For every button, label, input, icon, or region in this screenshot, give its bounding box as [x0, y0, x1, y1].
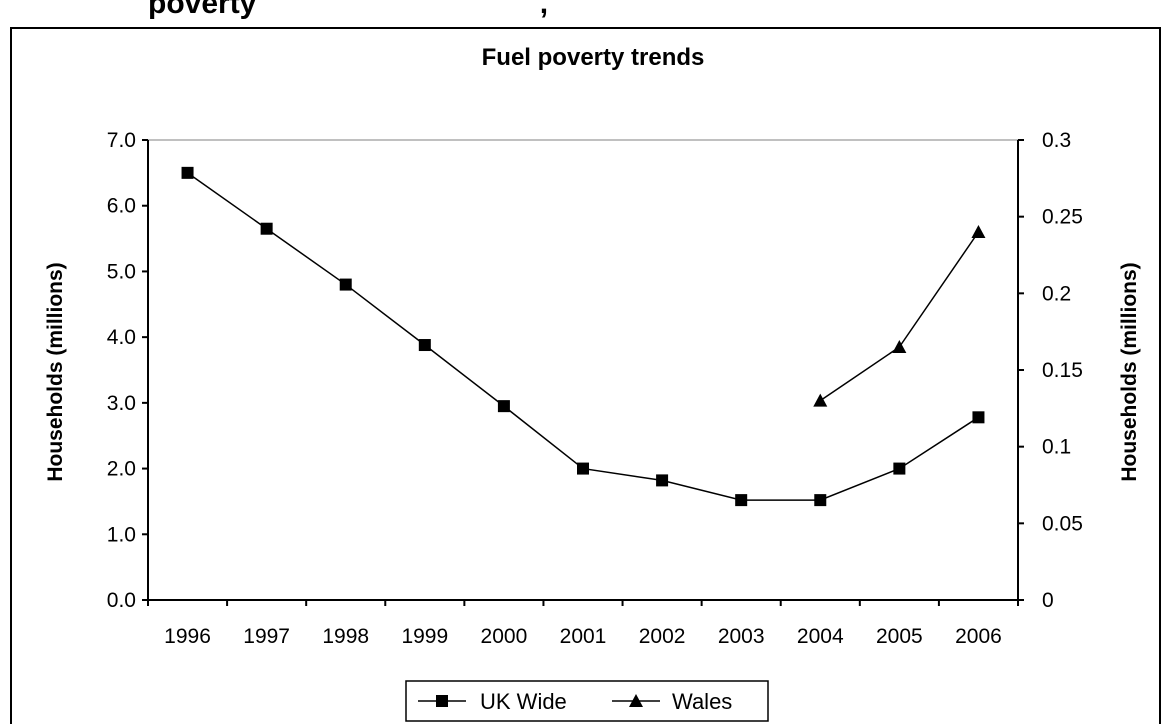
data-point-wales	[892, 340, 907, 353]
y-right-ticks: 0 0.05 0.1 0.15 0.2 0.25 0.3	[1018, 129, 1083, 612]
y-right-tick-label: 0.15	[1042, 359, 1083, 382]
x-tick-label: 1998	[322, 625, 369, 648]
chart-title: Fuel poverty trends	[482, 44, 705, 71]
y-right-tick-label: 0.3	[1042, 129, 1071, 152]
y-right-axis-title: Households (millions)	[1118, 262, 1141, 481]
x-tick-label: 2004	[797, 625, 844, 648]
series-line-uk-wide	[187, 172, 979, 501]
y-left-axis-title: Households (millions)	[44, 262, 67, 481]
legend-wales-label: Wales	[672, 689, 732, 714]
x-tick-label: 2000	[481, 625, 528, 648]
data-point-wales	[971, 225, 986, 238]
y-left-tick-label: 4.0	[107, 326, 136, 349]
data-point-uk-wide	[339, 278, 352, 291]
x-tick-label: 2003	[718, 625, 765, 648]
y-right-tick-label: 0.1	[1042, 436, 1071, 459]
x-tick-label: 1997	[243, 625, 290, 648]
series-line-wales	[819, 231, 980, 402]
series-lines	[187, 172, 980, 501]
x-ticks: 1996 1997 1998 1999 2000 2001 2002 2003 2004 2005…	[147, 600, 1019, 648]
page-heading: poverty ,	[148, 0, 548, 20]
data-point-uk-wide	[814, 494, 827, 507]
data-point-uk-wide	[181, 166, 194, 179]
data-point-uk-wide	[893, 462, 906, 475]
data-point-uk-wide	[735, 494, 748, 507]
data-point-uk-wide	[260, 222, 273, 235]
x-tick-label: 1996	[164, 625, 211, 648]
chart-frame	[10, 27, 1161, 724]
x-tick-label: 2005	[876, 625, 923, 648]
y-left-tick-label: 5.0	[107, 260, 136, 283]
y-left-tick-label: 3.0	[107, 392, 136, 415]
y-left-tick-label: 1.0	[107, 523, 136, 546]
data-point-uk-wide	[972, 411, 985, 424]
series-markers	[181, 166, 986, 507]
x-tick-label: 2002	[639, 625, 686, 648]
x-tick-label: 1999	[401, 625, 448, 648]
y-left-tick-label: 2.0	[107, 458, 136, 481]
legend: UK Wide Wales	[405, 680, 769, 722]
x-tick-label: 2001	[560, 625, 607, 648]
legend-wales-triangle-marker	[629, 694, 643, 707]
data-point-uk-wide	[418, 339, 431, 352]
y-right-tick-label: 0	[1042, 589, 1054, 612]
x-tick-label: 2006	[955, 625, 1002, 648]
y-right-tick-label: 0.2	[1042, 282, 1071, 305]
y-left-tick-label: 6.0	[107, 195, 136, 218]
y-left-ticks: 0.0 1.0 2.0 3.0 4.0 5.0 6.0 7.0	[107, 129, 148, 612]
data-point-uk-wide	[497, 400, 510, 413]
y-right-tick-label: 0.25	[1042, 206, 1083, 229]
data-point-uk-wide	[656, 474, 669, 487]
data-point-wales	[813, 393, 828, 407]
legend-box	[405, 680, 769, 722]
legend-uk-square-marker	[436, 695, 448, 707]
data-point-uk-wide	[577, 462, 589, 475]
y-left-tick-label: 0.0	[107, 589, 136, 612]
legend-uk-label: UK Wide	[480, 689, 567, 714]
y-left-tick-label: 7.0	[107, 129, 136, 152]
y-right-tick-label: 0.05	[1042, 512, 1083, 535]
